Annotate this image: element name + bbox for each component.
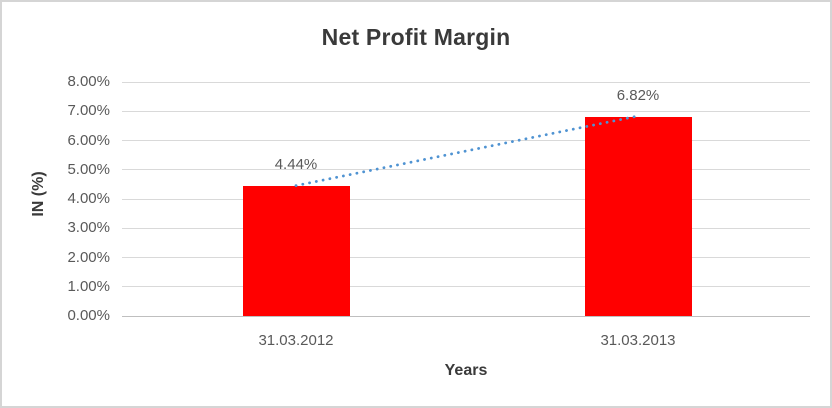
y-tick-label: 4.00% (67, 190, 110, 207)
y-tick-label: 6.00% (67, 131, 110, 149)
gridline (122, 227, 810, 229)
y-tick-label: 5.00% (67, 160, 110, 178)
x-tick-label: 31.03.2013 (600, 332, 676, 349)
gridline (122, 286, 810, 288)
bar-data-label: 6.82% (616, 86, 660, 104)
y-tick-label: 1.00% (67, 277, 110, 295)
y-tick-label: 3.00% (67, 219, 110, 237)
gridline (122, 110, 810, 112)
bar-data-label: 4.44% (274, 156, 318, 174)
y-tick-label: 7.00% (67, 102, 110, 120)
gridline (122, 198, 810, 200)
chart-title: Net Profit Margin (321, 24, 511, 50)
bar-31.03.2012[interactable] (242, 186, 350, 316)
gridline (122, 257, 810, 258)
gridline (122, 140, 810, 141)
gridline (122, 81, 810, 83)
y-tick-label: 8.00% (67, 73, 110, 90)
x-axis-title: Years (444, 362, 488, 379)
y-tick-label: 2.00% (67, 248, 110, 266)
x-axis-line (122, 315, 810, 317)
bar-31.03.2013[interactable] (584, 116, 692, 316)
x-tick-label: 31.03.2012 (258, 332, 334, 349)
gridline (122, 169, 810, 171)
y-tick-label: 0.00% (67, 307, 110, 324)
